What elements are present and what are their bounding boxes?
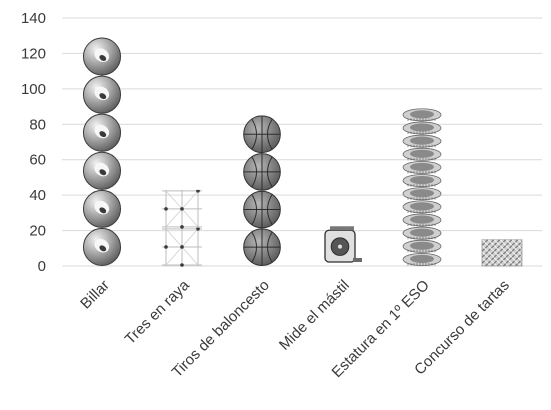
- y-axis-ticks: 0 20 40 60 80 100 120 140: [21, 10, 46, 275]
- measuring-tape-roll-icon: [402, 239, 442, 253]
- bar-woven-pattern: [481, 239, 523, 267]
- tape-measure-icon: [324, 226, 362, 263]
- basketball-icon: [243, 228, 281, 267]
- y-tick-label: 40: [29, 187, 46, 204]
- y-tick-label: 60: [29, 152, 46, 169]
- x-category-label: Tres en raya: [122, 276, 194, 348]
- y-tick-label: 20: [29, 223, 46, 240]
- woven-pattern-icon: [481, 239, 523, 267]
- basketball-icon: [243, 115, 281, 154]
- measuring-tape-roll-icon: [402, 213, 442, 227]
- y-tick-label: 120: [21, 45, 46, 62]
- bars: [82, 37, 523, 267]
- y-tick-label: 100: [21, 81, 46, 98]
- basketball-icon: [243, 190, 281, 229]
- basketball-icon: [243, 153, 281, 191]
- measuring-tape-roll-icon: [402, 121, 442, 135]
- x-category-label: Billar: [77, 277, 113, 313]
- x-category-label: Mide el mástil: [276, 277, 353, 354]
- measuring-tape-roll-icon: [402, 160, 442, 174]
- measuring-tape-roll-icon: [402, 134, 442, 148]
- measuring-tape-roll-icon: [402, 147, 442, 161]
- measuring-tape-roll-icon: [402, 108, 442, 122]
- billiard-ball-icon: [82, 113, 122, 152]
- y-tick-label: 80: [29, 116, 46, 133]
- measuring-tape-roll-icon: [402, 174, 442, 188]
- tic-tac-toe-grid-icon: [162, 227, 202, 267]
- measuring-tape-roll-icon: [402, 200, 442, 214]
- y-tick-label: 0: [38, 258, 46, 275]
- bar-basketball: [243, 115, 281, 267]
- bar-tic-tac-toe-grid: [162, 189, 202, 267]
- measuring-tape-roll-icon: [402, 187, 442, 201]
- measuring-tape-roll-icon: [402, 226, 442, 240]
- billiard-ball-icon: [82, 75, 122, 114]
- gridlines: [62, 17, 542, 267]
- billiard-ball-icon: [82, 151, 122, 190]
- billiard-ball-icon: [82, 37, 122, 76]
- measuring-tape-roll-icon: [402, 252, 442, 266]
- billiard-ball-icon: [82, 227, 122, 267]
- y-tick-label: 140: [21, 10, 46, 27]
- bar-measuring-tape-roll: [402, 108, 442, 266]
- bar-tape-measure: [324, 226, 362, 263]
- billiard-ball-icon: [82, 189, 122, 228]
- tic-tac-toe-grid-icon: [162, 189, 202, 229]
- bar-billiard-ball: [82, 37, 122, 267]
